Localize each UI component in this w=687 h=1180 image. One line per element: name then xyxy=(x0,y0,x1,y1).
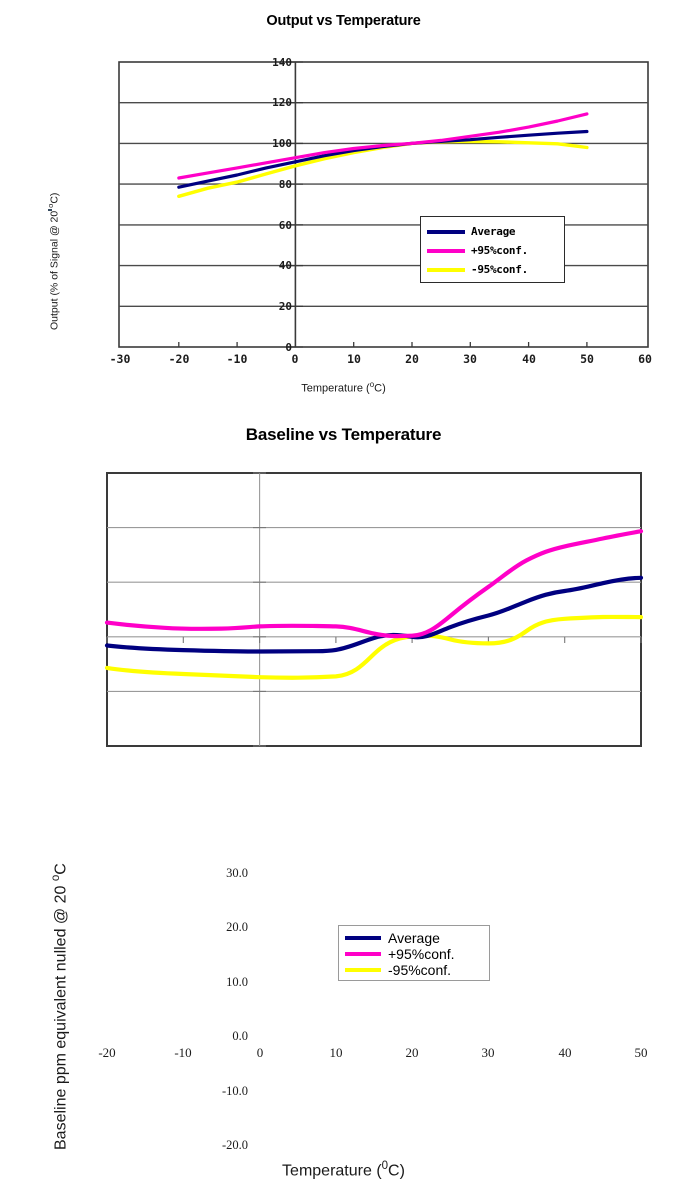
x-axis-title-output-suffix: C) xyxy=(374,382,386,395)
ytick-baseline-30: 30.0 xyxy=(226,866,248,880)
ytick-baseline-20: 20.0 xyxy=(226,920,248,934)
legend-swatch-minus95 xyxy=(427,267,465,272)
xtick-baseline-20: 20 xyxy=(405,1045,419,1060)
xtick-output--30: -30 xyxy=(109,352,131,366)
x-axis-title-baseline: Temperature (0C) xyxy=(0,1160,687,1180)
legend-label-average-baseline: Average xyxy=(388,930,440,946)
xtick-output-50: 50 xyxy=(580,352,594,366)
legend-swatch-plus95-baseline xyxy=(345,952,381,956)
legend-item-minus95-baseline[interactable]: -95%conf. xyxy=(345,962,483,978)
series-plus95-output xyxy=(177,112,589,180)
x-axis-title-baseline-suffix: C) xyxy=(388,1162,405,1180)
y-axis-title-baseline-suffix: C xyxy=(52,863,70,875)
xtick-output--10: -10 xyxy=(226,352,248,366)
xtick-baseline-30: 30 xyxy=(481,1045,495,1060)
degree-sup-x-output: o xyxy=(369,380,375,389)
ytick-output-100: 100 xyxy=(272,137,292,150)
y-axis-title-output: Output (% of Signal @ 20 oC) xyxy=(46,193,61,330)
degree-sup-y-output: o xyxy=(46,203,55,208)
xtick-output--20: -20 xyxy=(168,352,190,366)
degree-sup-y-baseline: o xyxy=(50,874,62,882)
legend-swatch-minus95-baseline xyxy=(345,968,381,972)
y-axis-title-baseline: Baseline ppm equivalent nulled @ 20 oC xyxy=(50,863,70,1150)
ytick-output-60: 60 xyxy=(278,219,292,232)
y-axis-title-output-suffix: C) xyxy=(48,192,61,204)
ytick-output-80: 80 xyxy=(278,178,292,191)
xtick-output-10: 10 xyxy=(347,352,361,366)
plot-area-baseline xyxy=(104,472,644,747)
legend-item-average[interactable]: Average xyxy=(427,222,558,241)
chart-title-baseline: Baseline vs Temperature xyxy=(245,425,442,444)
xtick-output-0: 0 xyxy=(291,352,299,366)
xtick-output-60: 60 xyxy=(638,352,652,366)
chart-baseline-vs-temperature: Baseline vs Temperature xyxy=(0,400,687,1179)
y-axis-title-baseline-text: Baseline ppm equivalent nulled @ 20 xyxy=(52,881,70,1150)
xtick-output-20: 20 xyxy=(405,352,419,366)
legend-swatch-average xyxy=(427,229,465,234)
legend-item-plus95-baseline[interactable]: +95%conf. xyxy=(345,946,483,962)
legend-output[interactable]: Average +95%conf. -95%conf. xyxy=(420,216,565,283)
chart-title-output: Output vs Temperature xyxy=(266,13,421,29)
ytick-output-40: 40 xyxy=(278,259,292,272)
xtick-output-30: 30 xyxy=(463,352,477,366)
legend-item-minus95[interactable]: -95%conf. xyxy=(427,260,558,279)
ytick-output-20: 20 xyxy=(278,300,292,313)
stray-mark xyxy=(48,209,52,211)
ytick-baseline-0: 0.0 xyxy=(232,1029,248,1043)
y-axis-title-output-text: Output (% of Signal @ 20 xyxy=(48,207,61,330)
ytick-baseline--10: -10.0 xyxy=(221,1084,248,1098)
xtick-baseline-10: 10 xyxy=(329,1045,343,1060)
legend-label-minus95-baseline: -95%conf. xyxy=(388,962,452,978)
ytick-output-120: 120 xyxy=(272,96,292,109)
legend-item-average-baseline[interactable]: Average xyxy=(345,930,483,946)
legend-label-plus95-baseline: +95%conf. xyxy=(388,946,455,962)
plot-area-output xyxy=(118,61,649,348)
xtick-baseline-50: 50 xyxy=(634,1045,648,1060)
legend-baseline[interactable]: Average +95%conf. -95%conf. xyxy=(338,925,490,981)
x-axis-title-output-text: Temperature ( xyxy=(301,382,370,395)
x-axis-title-baseline-text: Temperature ( xyxy=(282,1162,382,1180)
legend-label-minus95: -95%conf. xyxy=(471,263,528,276)
xtick-baseline--10: -10 xyxy=(174,1045,192,1060)
legend-swatch-plus95 xyxy=(427,248,465,253)
ytick-output-140: 140 xyxy=(272,56,292,69)
x-axis-title-output: Temperature (oC) xyxy=(0,380,687,395)
legend-label-average: Average xyxy=(471,225,516,238)
ytick-baseline-10: 10.0 xyxy=(226,975,248,989)
xtick-baseline-40: 40 xyxy=(558,1045,572,1060)
xtick-baseline--20: -20 xyxy=(98,1045,116,1060)
legend-swatch-average-baseline xyxy=(345,936,381,940)
series-plus95-baseline xyxy=(104,529,644,639)
ytick-output-0: 0 xyxy=(285,341,292,354)
ytick-baseline--20: -20.0 xyxy=(221,1138,248,1152)
legend-label-plus95: +95%conf. xyxy=(471,244,528,257)
xtick-baseline-0: 0 xyxy=(256,1045,264,1060)
chart-output-vs-temperature: Output vs Temperature xyxy=(0,0,687,400)
xtick-output-40: 40 xyxy=(522,352,536,366)
legend-item-plus95[interactable]: +95%conf. xyxy=(427,241,558,260)
